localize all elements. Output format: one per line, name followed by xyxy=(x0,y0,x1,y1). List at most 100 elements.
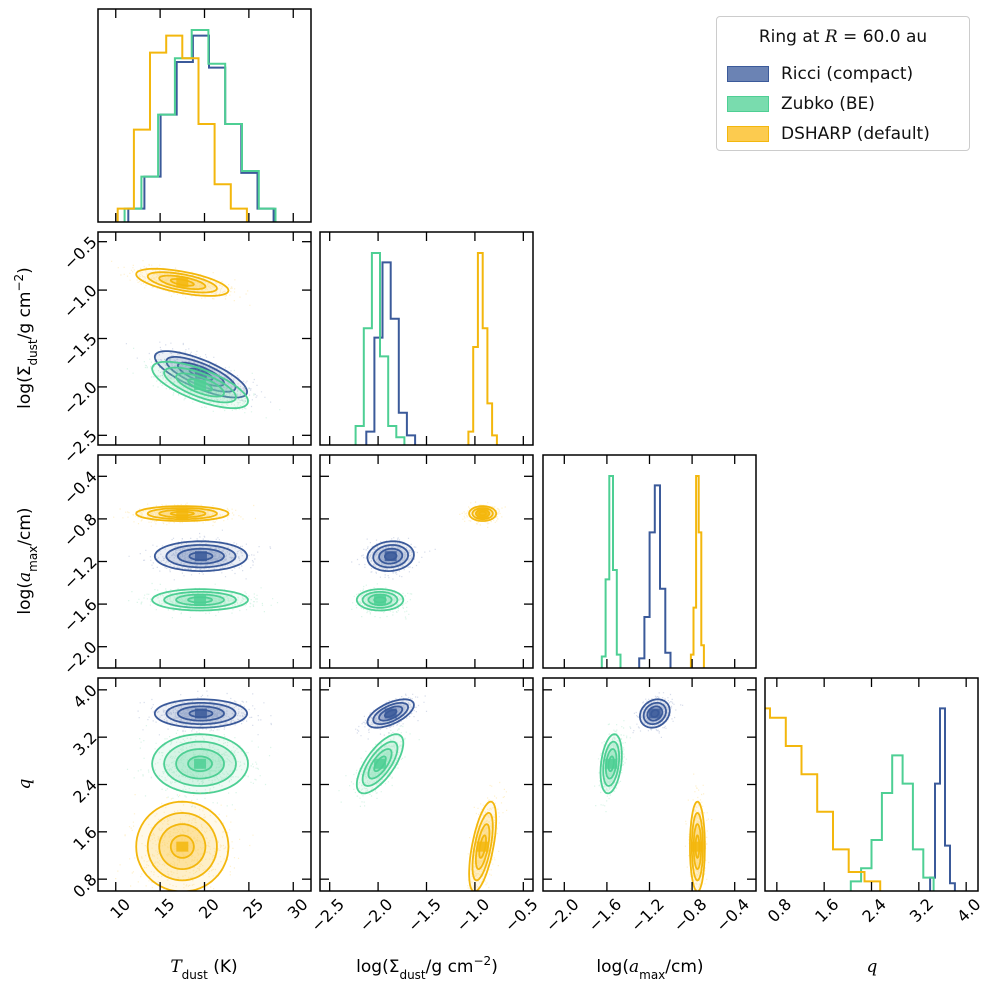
histogram-S-series-1 xyxy=(354,252,406,445)
histogram-Q-series-1 xyxy=(849,754,935,891)
xtick-label-Q: 3.2 xyxy=(906,895,937,926)
xtick-label-A: −1.2 xyxy=(627,895,668,936)
legend-swatch-dsharp xyxy=(727,126,769,142)
xtick-label-Q: 0.8 xyxy=(764,895,795,926)
panel-frame xyxy=(319,231,534,446)
peak-Q-A-series-0 xyxy=(648,708,661,719)
scatter-Q-A-series-2 xyxy=(684,773,713,891)
histogram-A-series-2 xyxy=(689,475,705,668)
xlabel-S: log(Σdust/g cm−2) xyxy=(356,954,498,982)
peak-A-T-series-2 xyxy=(176,508,189,519)
xtick-label-A: −0.8 xyxy=(670,895,711,936)
ylabel-Q: q xyxy=(15,778,35,789)
ytick-label-A: −0.8 xyxy=(60,510,101,551)
peak-S-T-series-1 xyxy=(194,379,207,390)
histogram-T-series-1 xyxy=(123,29,277,222)
xtick-label-S: −2.0 xyxy=(356,895,397,936)
legend-entry-zubko: Zubko (BE) xyxy=(727,93,875,115)
legend-label-zubko: Zubko (BE) xyxy=(781,94,875,114)
xtick-label-S: −1.5 xyxy=(404,895,445,936)
ytick-label-Q: 4.0 xyxy=(69,681,100,712)
legend-label-ricci: Ricci (compact) xyxy=(781,64,914,84)
histogram-A-series-1 xyxy=(600,475,622,668)
ytick-label-S: −1.5 xyxy=(60,329,101,370)
ytick-label-Q: 0.8 xyxy=(69,870,100,901)
ytick-label-S: −1.0 xyxy=(60,281,101,322)
peak-A-S-series-2 xyxy=(476,508,489,519)
ytick-label-S: −0.5 xyxy=(60,232,101,273)
panel-Q-A: −2.0 −1.6 −1.2 −0.8 −0.4 xyxy=(542,677,757,936)
panel-Q-Q: 0.8 1.6 2.4 3.2 4.0 xyxy=(764,677,985,926)
histogram-Q-series-2 xyxy=(765,707,882,891)
peak-Q-A-series-1 xyxy=(605,758,618,769)
ylabel-A: log(amax/cm) xyxy=(15,507,40,614)
histogram-Q-series-0 xyxy=(929,707,956,891)
xtick-label-Q: 1.6 xyxy=(811,895,842,926)
legend-entry-ricci: Ricci (compact) xyxy=(727,63,913,85)
xlabel-T: Tdust (K) xyxy=(170,957,237,982)
scatter-Q-S-series-0 xyxy=(355,693,428,740)
ytick-label-A: −0.4 xyxy=(60,467,101,508)
peak-A-S-series-0 xyxy=(384,551,397,562)
xtick-label-T: 25 xyxy=(239,895,267,923)
xtick-label-T: 15 xyxy=(151,895,179,923)
peak-Q-S-series-0 xyxy=(384,708,397,719)
xlabel-Q: q xyxy=(867,957,878,977)
panel-Q-T: 10 15 20 25 30 0.8 1.6 2.4 3.2 4.0 xyxy=(69,677,312,923)
xtick-label-A: −1.6 xyxy=(584,895,625,936)
panel-frame xyxy=(97,231,312,446)
histogram-T-series-2 xyxy=(116,34,248,222)
xtick-label-T: 20 xyxy=(195,895,223,923)
panel-A-T: −2.0−1.6−1.2−0.8−0.4 xyxy=(60,454,312,679)
histogram-S-series-0 xyxy=(365,261,417,445)
xlabel-A: log(amax/cm) xyxy=(596,957,703,982)
ytick-label-Q: 2.4 xyxy=(69,775,100,806)
peak-Q-T-series-2 xyxy=(176,841,189,852)
legend-entry-dsharp: DSHARP (default) xyxy=(727,123,930,145)
peak-A-S-series-1 xyxy=(374,594,387,605)
ytick-label-Q: 3.2 xyxy=(69,728,100,759)
peak-S-T-series-2 xyxy=(176,277,189,288)
xtick-label-S: −1.0 xyxy=(452,895,493,936)
ytick-label-Q: 1.6 xyxy=(69,823,100,854)
peak-S-T-series-0 xyxy=(194,369,207,380)
histogram-A-series-0 xyxy=(638,484,672,668)
ylabel-S: log(Σdust/g cm−2) xyxy=(12,267,40,409)
ytick-label-A: −2.0 xyxy=(60,638,101,679)
ytick-label-S: −2.5 xyxy=(60,426,101,467)
xtick-label-S: −2.5 xyxy=(307,895,348,936)
xtick-label-T: 30 xyxy=(284,895,312,923)
xtick-label-A: −0.4 xyxy=(712,895,753,936)
xtick-label-Q: 4.0 xyxy=(953,895,984,926)
ytick-label-A: −1.6 xyxy=(60,595,101,636)
legend-swatch-ricci xyxy=(727,66,769,82)
panel-frame xyxy=(97,8,312,223)
peak-Q-T-series-1 xyxy=(194,758,207,769)
histogram-S-series-2 xyxy=(467,252,498,445)
panel-Q-S: −2.5 −2.0 −1.5 −1.0 −0.5 xyxy=(307,677,542,936)
peak-Q-A-series-2 xyxy=(691,841,704,852)
peak-Q-T-series-0 xyxy=(194,708,207,719)
peak-Q-S-series-2 xyxy=(476,841,489,852)
ytick-label-A: −1.2 xyxy=(60,552,101,593)
legend-swatch-zubko xyxy=(727,96,769,112)
panel-A-A xyxy=(542,454,757,669)
panel-T-T xyxy=(97,8,312,223)
peak-A-T-series-0 xyxy=(194,551,207,562)
ytick-label-S: −2.0 xyxy=(60,378,101,419)
legend-title: Ring at R = 60.0 au xyxy=(758,27,928,47)
legend-label-dsharp: DSHARP (default) xyxy=(781,124,930,144)
xtick-label-T: 10 xyxy=(106,895,134,923)
panel-S-T: −2.5 −2.0 −1.5 −1.0 −0.5 xyxy=(60,231,312,467)
panel-S-S xyxy=(319,231,534,446)
peak-Q-S-series-1 xyxy=(374,758,387,769)
peak-A-T-series-1 xyxy=(194,594,207,605)
panel-frame xyxy=(319,677,534,892)
scatter-Q-S-series-2 xyxy=(467,781,508,891)
xtick-label-Q: 2.4 xyxy=(858,895,889,926)
xtick-label-S: −0.5 xyxy=(501,895,542,936)
xtick-label-A: −2.0 xyxy=(542,895,583,936)
panel-A-S xyxy=(319,454,534,669)
legend: Ring at R = 60.0 au Ricci (compact) Zubk… xyxy=(716,16,970,151)
